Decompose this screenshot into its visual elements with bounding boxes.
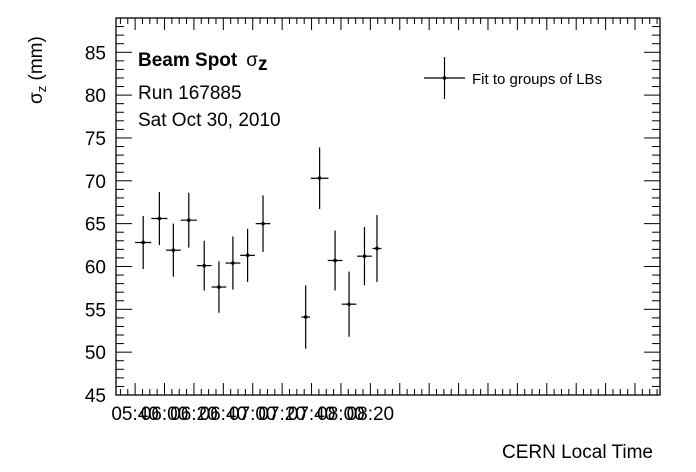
y-tick-label: 50 xyxy=(85,343,106,364)
data-point xyxy=(225,236,241,290)
point-marker xyxy=(202,263,207,268)
y-axis-symbol: σ xyxy=(26,92,47,104)
x-tick-label: 08:20 xyxy=(347,404,395,425)
y-tick-label: 65 xyxy=(85,215,106,236)
point-marker xyxy=(347,302,351,306)
legend-label: Fit to groups of LBs xyxy=(472,71,602,88)
x-tick-label: 08:00 xyxy=(317,404,365,425)
y-axis-unit: (mm) xyxy=(26,36,47,86)
point-marker xyxy=(245,253,250,258)
point-marker xyxy=(317,176,322,181)
data-point xyxy=(165,223,181,277)
data-point xyxy=(151,191,168,246)
x-tick-label: 06:20 xyxy=(170,404,218,425)
point-marker xyxy=(303,315,308,319)
data-point xyxy=(327,230,343,291)
data-point xyxy=(135,215,152,270)
legend-marker-dot xyxy=(442,76,447,80)
y-tick-label: 60 xyxy=(85,257,106,278)
point-marker xyxy=(375,246,379,251)
point-marker xyxy=(186,218,191,223)
data-point xyxy=(180,192,197,248)
x-tick-label: 07:40 xyxy=(288,404,336,425)
x-tick-label: 06:40 xyxy=(200,404,248,425)
data-point xyxy=(357,227,372,286)
y-tick-label: 45 xyxy=(85,386,106,407)
data-point xyxy=(240,228,255,282)
y-tick-label: 55 xyxy=(85,300,106,321)
tick-labels-group: 05:4006:0006:2006:4007:0007:2007:4008:00… xyxy=(85,43,394,425)
y-tick-label: 85 xyxy=(85,43,106,64)
x-tick-label: 07:20 xyxy=(258,404,306,425)
data-point xyxy=(255,195,271,252)
data-point xyxy=(196,240,212,291)
info-title-subscript: z xyxy=(258,54,268,75)
legend: Fit to groups of LBs xyxy=(424,57,602,99)
data-points-group xyxy=(135,147,382,349)
info-title-symbol: σ xyxy=(246,50,258,71)
point-marker xyxy=(362,254,367,258)
y-axis-title: σz (mm) xyxy=(26,36,49,104)
x-tick-label: 07:00 xyxy=(229,404,277,425)
data-point xyxy=(301,285,311,349)
info-date: Sat Oct 30, 2010 xyxy=(138,110,281,131)
y-tick-label: 80 xyxy=(85,86,106,107)
y-axis-subscript: z xyxy=(34,86,49,93)
info-run: Run 167885 xyxy=(138,83,242,104)
data-point xyxy=(372,215,382,282)
info-title-bold: Beam Spot xyxy=(138,50,238,71)
point-marker xyxy=(171,248,176,252)
y-tick-label: 75 xyxy=(85,129,106,150)
point-marker xyxy=(141,240,145,245)
info-title: Beam Spot σz xyxy=(138,50,267,75)
data-point xyxy=(310,147,329,210)
point-marker xyxy=(217,285,221,289)
x-tick-label: 06:00 xyxy=(141,404,189,425)
x-axis-title: CERN Local Time xyxy=(502,442,653,463)
point-marker xyxy=(157,216,162,221)
point-marker xyxy=(333,258,337,263)
y-tick-label: 70 xyxy=(85,172,106,193)
x-tick-label: 05:40 xyxy=(111,404,159,425)
data-point xyxy=(341,271,357,337)
axis-ticks-group xyxy=(116,17,660,396)
point-marker xyxy=(231,261,235,265)
point-marker xyxy=(261,221,265,226)
data-point xyxy=(211,261,227,313)
